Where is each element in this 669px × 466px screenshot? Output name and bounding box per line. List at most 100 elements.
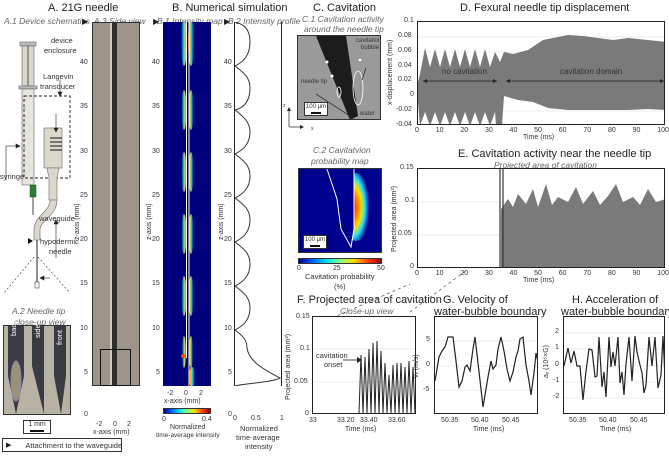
c2-title-2: probability map bbox=[311, 156, 369, 166]
chart-d-plot: no cavitation cavitation domain bbox=[417, 21, 665, 125]
triangle-marker-icon: ▶ bbox=[6, 442, 12, 449]
panel-h-title-2: water-bubble boundary bbox=[561, 306, 669, 318]
chart-e-xlabel: Time (ms) bbox=[523, 277, 555, 284]
c1-label-cavitation: cavitation bbox=[356, 38, 382, 44]
panel-e-subtitle: Projected area of cavitation bbox=[494, 160, 598, 170]
c2-cb-tick-50: 50 bbox=[377, 265, 385, 272]
c1-label-water: water bbox=[360, 111, 375, 117]
chart-e-plot bbox=[417, 168, 665, 268]
label-hypodermic: hypodermic bbox=[40, 237, 79, 246]
c1-title-1: C.1 Cavitation activity bbox=[302, 14, 384, 24]
label-cavitation-onset-1: cavitation bbox=[316, 351, 348, 360]
label-cavitation-onset-2: onset bbox=[324, 360, 343, 369]
panel-f-title: F. Projected area of cavitation bbox=[297, 294, 442, 306]
panel-h-title-1: H. Acceleration of bbox=[572, 294, 659, 306]
chart-f-plot: cavitation onset bbox=[312, 316, 416, 414]
scale-bar bbox=[30, 430, 44, 432]
b1-intensity-map bbox=[163, 22, 211, 386]
c1-cavitation-photo: 100 µm bbox=[297, 35, 381, 120]
a2-title-2: close-up view bbox=[14, 317, 66, 327]
b2-title: B.2 Intensity profile bbox=[228, 16, 301, 26]
a3-ylabel: z-axis (mm) bbox=[74, 203, 81, 240]
chart-e-ylabel: Projected area (mm²) bbox=[391, 185, 398, 252]
b1-colorbar-label-2: time-average intensity bbox=[156, 432, 220, 439]
b2-ylabel: z-axis (mm) bbox=[218, 203, 225, 240]
c2-cb-tick-25: 25 bbox=[333, 265, 341, 272]
b1-title: B.1 Intensity map bbox=[157, 16, 223, 26]
label-enclosure: enclosure bbox=[44, 46, 77, 55]
c2-probability-map: 100 µm bbox=[298, 168, 382, 253]
chart-f-xlabel: Time (ms) bbox=[345, 426, 377, 433]
b1-xlabel: x-axis (mm) bbox=[164, 398, 201, 405]
chart-d-ylabel: x-displacement (mm) bbox=[387, 39, 394, 105]
c2-title-1: C.2 Cavitatvion bbox=[313, 145, 371, 155]
tip-view-back: back bbox=[9, 320, 18, 336]
device-schematic bbox=[5, 41, 71, 289]
label-needle: needle bbox=[49, 247, 72, 256]
c2-scale-label: 100 µm bbox=[304, 237, 326, 243]
attachment-marker-icon: ▶ bbox=[82, 17, 89, 26]
scale-bar-box: 1 mm bbox=[23, 420, 51, 434]
c2-colorbar-label-1: Cavitation probability bbox=[305, 272, 375, 281]
b2-intensity-profile bbox=[234, 22, 282, 386]
b1-colorbar-max: 0.4 bbox=[202, 416, 212, 423]
axis-z-label: z bbox=[283, 103, 286, 109]
b1-colorbar-label-1: Normalized bbox=[170, 424, 206, 431]
c1-title-2: around the needle tip bbox=[304, 24, 384, 34]
label-waveguide: waveguide bbox=[39, 214, 75, 223]
label-syringe: syringe bbox=[0, 172, 25, 181]
panel-e-title: E. Cavitation activity near the needle t… bbox=[458, 148, 652, 160]
axis-x-label: x bbox=[311, 126, 314, 132]
chart-d-xlabel: Time (ms) bbox=[523, 134, 555, 141]
c2-scale-box: 100 µm bbox=[303, 235, 327, 249]
label-no-cavitation: no cavitation bbox=[442, 67, 487, 76]
c1-label-bubble: bubble bbox=[361, 45, 380, 51]
c1-label-needle-tip: needle tip bbox=[301, 79, 328, 85]
b2-xlabel-2: time-average bbox=[236, 433, 280, 442]
zoom-lines bbox=[3, 256, 71, 294]
legend-box: ▶ Attachment to the waveguide bbox=[2, 438, 122, 452]
label-transducer: transducer bbox=[40, 82, 76, 91]
needle-tip-photo bbox=[3, 325, 71, 415]
c1-scale-box: 100 µm bbox=[304, 102, 328, 116]
a3-plot-area bbox=[92, 22, 140, 386]
panel-d-title: D. Fexural needle tip displacement bbox=[460, 2, 630, 14]
a2-title-1: A.2 Needle tip bbox=[12, 306, 66, 316]
b1-colorbar bbox=[163, 408, 211, 414]
b1-attachment-marker-icon: ▶ bbox=[153, 17, 160, 26]
c1-scale-label: 100 µm bbox=[305, 104, 327, 110]
panel-g-title-2: water-bubble boundary bbox=[434, 306, 547, 318]
label-langevin: Langevin bbox=[43, 72, 74, 81]
chart-g-plot bbox=[434, 316, 538, 414]
panel-c-title: C. Cavitation bbox=[313, 2, 376, 14]
tip-view-side: side bbox=[33, 324, 42, 338]
panel-b-title: B. Numerical simulation bbox=[172, 2, 288, 14]
a3-title: A.3 Side view bbox=[94, 16, 146, 26]
panel-g-title-1: G. Velocity of bbox=[443, 294, 508, 306]
chart-f-ylabel: Projected area (mm²) bbox=[285, 333, 292, 400]
label-device: device bbox=[51, 36, 73, 45]
chart-g-ylabel: vₓ (m/s) bbox=[413, 354, 420, 378]
b2-xlabel-3: intensity bbox=[245, 442, 273, 451]
c2-colorbar-label-2: (%) bbox=[334, 282, 346, 291]
chart-h-plot bbox=[563, 316, 665, 414]
chart-h-ylabel: aₓ (10⁶×G) bbox=[543, 345, 550, 378]
onset-arrow-icon bbox=[343, 357, 362, 363]
b2-xlabel-1: Normalized bbox=[240, 424, 278, 433]
chart-e-xticks: 0 10 20 30 40 50 60 70 80 90 100 bbox=[415, 270, 669, 277]
b2-attachment-marker-icon: ▶ bbox=[224, 17, 231, 26]
legend-text: Attachment to the waveguide bbox=[25, 440, 123, 450]
zoom-dashed-lines-e bbox=[331, 269, 468, 319]
a1-title: A.1 Device schematics bbox=[4, 16, 90, 26]
panel-a-title: A. 21G needle bbox=[48, 2, 119, 14]
a3-xlabel: x-axis (mm) bbox=[93, 429, 130, 436]
chart-g-xlabel: Time (ms) bbox=[473, 426, 505, 433]
scale-bar-label: 1 mm bbox=[28, 421, 46, 428]
label-cavitation-domain: cavitation domain bbox=[560, 67, 623, 76]
b1-ylabel: z-axis (mm) bbox=[146, 203, 153, 240]
chart-h-xlabel: Time (ms) bbox=[600, 426, 632, 433]
c2-colorbar bbox=[298, 258, 382, 264]
chart-d-xticks: 0 10 20 30 40 50 60 70 80 90 100 bbox=[415, 127, 669, 134]
panel-f-subtitle: Close-up view bbox=[340, 306, 394, 316]
b1-colorbar-min: 0 bbox=[162, 416, 166, 423]
